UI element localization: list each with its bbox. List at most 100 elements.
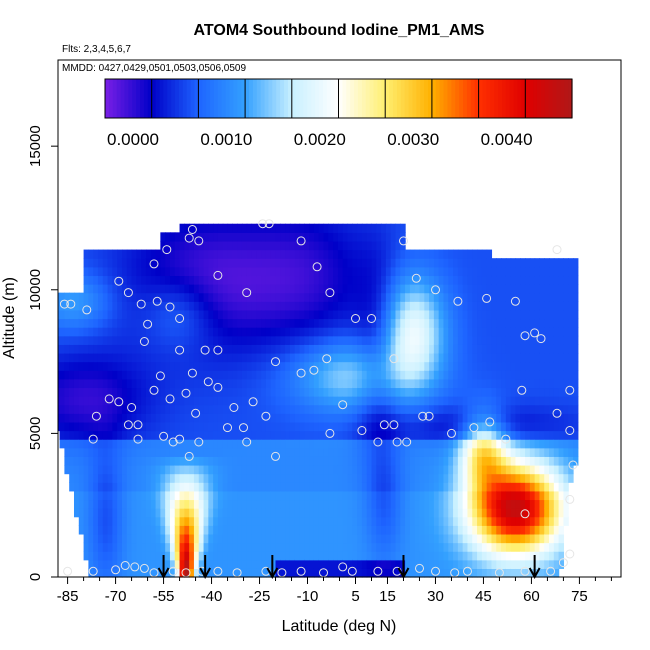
heatmap-cell: [371, 240, 377, 251]
heatmap-cell: [347, 464, 353, 475]
heatmap-cell: [112, 309, 118, 320]
heatmap-cell: [121, 404, 128, 414]
heatmap-cell: [472, 309, 478, 320]
heatmap-cell: [467, 284, 473, 294]
heatmap-cell: [366, 559, 373, 569]
heatmap-cell: [313, 344, 320, 354]
heatmap-cell: [544, 284, 550, 294]
sample-point: [469, 423, 479, 433]
heatmap-cell: [352, 490, 358, 501]
x-tick-label: 30: [427, 588, 444, 605]
heatmap-cell: [285, 568, 291, 578]
heatmap-cell: [97, 344, 104, 354]
heatmap-cell: [371, 223, 377, 233]
heatmap-cell: [289, 404, 296, 414]
sample-point: [159, 431, 169, 441]
heatmap-cell: [477, 404, 483, 414]
heatmap-cell: [169, 542, 176, 552]
heatmap-cell: [193, 447, 200, 457]
heatmap-cell: [534, 396, 541, 406]
heatmap-cell: [361, 499, 368, 509]
heatmap-cell: [58, 421, 61, 432]
heatmap-cell: [227, 223, 233, 233]
heatmap-cell: [126, 533, 133, 544]
heatmap-cell: [424, 284, 430, 294]
heatmap-cell: [294, 266, 301, 277]
heatmap-cell: [385, 258, 392, 268]
colorbar-segment: [408, 79, 414, 118]
heatmap-cell: [203, 447, 209, 457]
heatmap-cell: [467, 551, 473, 561]
heatmap-cell: [88, 249, 94, 259]
heatmap-cell: [246, 344, 253, 354]
heatmap-cell: [361, 266, 368, 277]
heatmap-cell: [510, 266, 517, 277]
sample-point: [325, 428, 335, 438]
heatmap-cell: [366, 396, 373, 406]
heatmap-cell: [232, 482, 238, 492]
heatmap-cell: [467, 508, 473, 518]
heatmap-cell: [155, 542, 161, 552]
heatmap-cell: [189, 361, 195, 371]
heatmap-cell: [117, 421, 123, 432]
heatmap-cell: [342, 258, 349, 268]
heatmap-cell: [213, 551, 219, 561]
heatmap-cell: [390, 352, 397, 363]
heatmap-cell: [256, 430, 262, 440]
colorbar-tick-label: 0.0000: [107, 130, 159, 149]
heatmap-cell: [294, 327, 301, 337]
heatmap-cell: [232, 456, 238, 466]
heatmap-cell: [486, 525, 493, 535]
heatmap-cell: [256, 559, 262, 569]
sample-point: [175, 314, 185, 323]
heatmap-cell: [136, 559, 142, 569]
heatmap-cell: [323, 542, 329, 552]
heatmap-cell: [285, 301, 291, 311]
heatmap-cell: [549, 352, 555, 363]
heatmap-cell: [491, 499, 497, 509]
heatmap-cell: [78, 318, 85, 328]
heatmap-cell: [553, 275, 560, 285]
heatmap-cell: [544, 335, 550, 345]
heatmap-cell: [534, 508, 541, 518]
sample-point: [239, 423, 248, 433]
heatmap-cell: [193, 232, 200, 242]
colorbar-segment: [248, 79, 254, 118]
heatmap-cell: [64, 396, 70, 406]
heatmap-cell: [64, 387, 70, 397]
heatmap-cell: [558, 292, 565, 302]
heatmap-cell: [486, 533, 493, 544]
heatmap-cell: [285, 551, 291, 561]
heatmap-cell: [486, 404, 493, 414]
heatmap-cell: [376, 404, 382, 414]
heatmap-cell: [112, 542, 118, 552]
heatmap-cell: [333, 232, 339, 242]
heatmap-cell: [323, 464, 329, 475]
heatmap-cell: [395, 525, 401, 535]
heatmap-cell: [505, 361, 512, 371]
heatmap-cell: [64, 464, 70, 475]
heatmap-cell: [275, 301, 281, 311]
heatmap-cell: [189, 396, 195, 406]
heatmap-cell: [573, 361, 579, 371]
heatmap-cell: [525, 421, 531, 432]
heatmap-cell: [270, 490, 277, 501]
heatmap-cell: [59, 396, 65, 406]
heatmap-cell: [366, 284, 373, 294]
heatmap-cell: [294, 318, 301, 328]
heatmap-cell: [261, 361, 267, 371]
heatmap-cell: [424, 344, 430, 354]
heatmap-cell: [270, 240, 277, 251]
heatmap-cell: [280, 525, 286, 535]
heatmap-cell: [280, 542, 286, 552]
heatmap-cell: [150, 266, 157, 277]
heatmap-cell: [405, 542, 411, 552]
heatmap-cell: [275, 370, 281, 380]
heatmap-cell: [155, 551, 161, 561]
heatmap-cell: [184, 508, 190, 518]
heatmap-cell: [376, 396, 382, 406]
heatmap-cell: [237, 525, 243, 535]
heatmap-cell: [261, 430, 267, 440]
heatmap-cell: [539, 344, 545, 354]
